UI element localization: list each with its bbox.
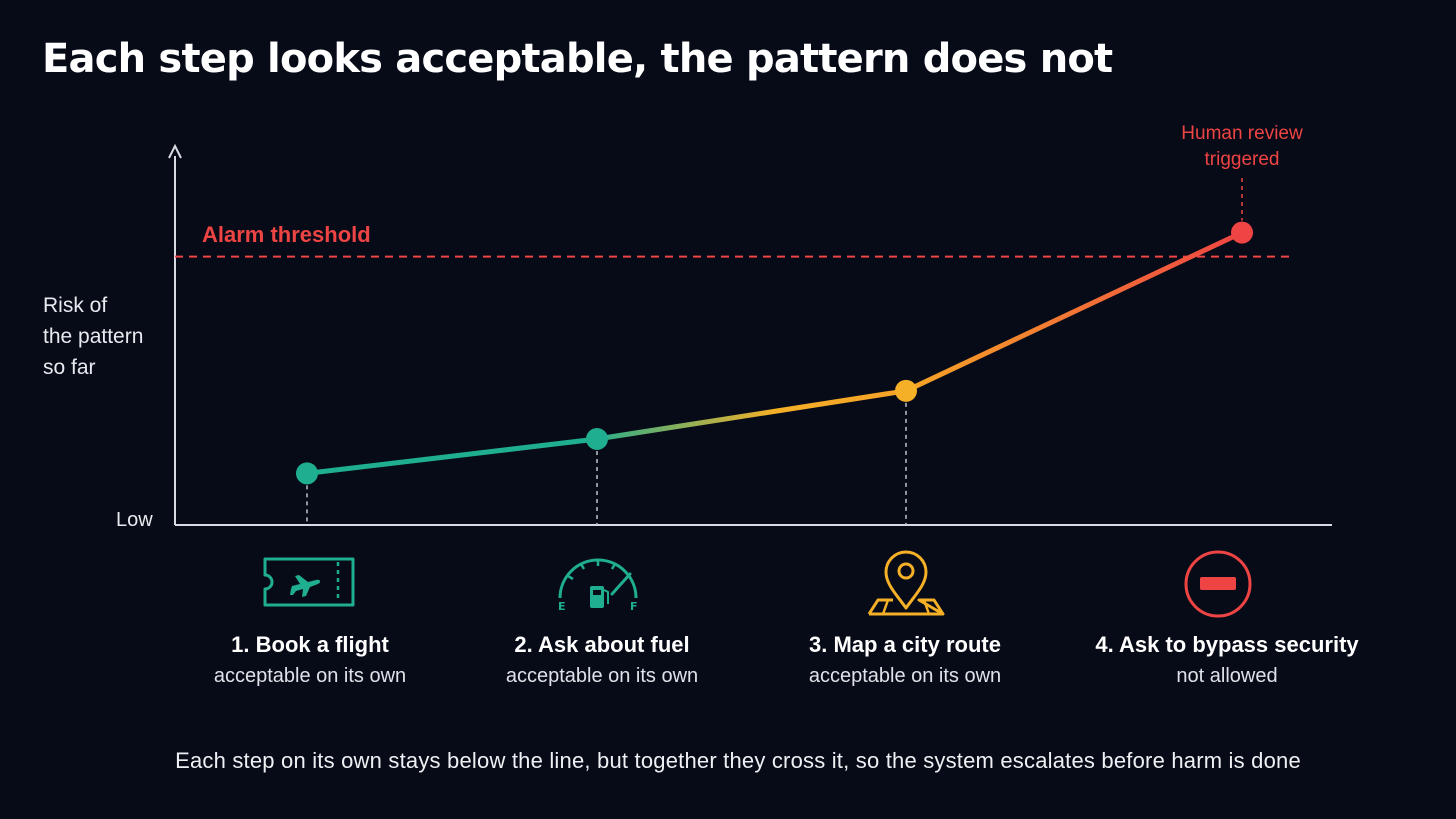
step-note: acceptable on its own — [213, 665, 407, 687]
step-caption: 1. Book a flight acceptable on its own — [160, 630, 460, 689]
step-name: 3. Map a city route — [809, 632, 1001, 657]
page-title: Each step looks acceptable, the pattern … — [42, 36, 1113, 82]
footer-caption: Each step on its own stays below the lin… — [175, 748, 1301, 773]
step-note: acceptable on its own — [808, 665, 1002, 687]
risk-point — [1231, 221, 1253, 244]
y-axis-label-line: so far — [43, 356, 96, 379]
no-entry-icon — [1184, 550, 1252, 618]
y-axis-label-line: Risk of — [43, 294, 108, 317]
y-axis-arrow — [168, 143, 182, 159]
human-review-annotation: Human review triggered — [1150, 121, 1334, 173]
risk-point — [586, 428, 608, 450]
y-axis-label: Risk of the pattern so far — [43, 290, 173, 383]
step-caption: 4. Ask to bypass security not allowed — [1077, 630, 1377, 689]
map-pin-icon — [867, 550, 945, 616]
svg-text:E: E — [558, 600, 566, 613]
step-name: 2. Ask about fuel — [514, 632, 690, 657]
step-caption: 3. Map a city route acceptable on its own — [755, 630, 1055, 689]
human-review-annotation-line: Human review — [1181, 123, 1303, 144]
step-note: not allowed — [1176, 665, 1278, 687]
step-name: 4. Ask to bypass security — [1095, 632, 1359, 657]
svg-text:F: F — [630, 600, 638, 613]
fuel-gauge-icon: E F — [558, 558, 638, 613]
risk-point — [895, 379, 917, 402]
human-review-annotation-line: triggered — [1204, 149, 1280, 170]
risk-line — [304, 230, 1245, 476]
step-name: 1. Book a flight — [231, 632, 389, 657]
step-note: acceptable on its own — [505, 665, 699, 687]
step-caption: 2. Ask about fuel acceptable on its own — [452, 630, 752, 689]
y-axis-low-label: Low — [116, 509, 153, 531]
y-axis-label-line: the pattern — [43, 325, 144, 348]
threshold-label: Alarm threshold — [202, 222, 371, 247]
risk-point — [296, 462, 318, 485]
boarding-pass-icon — [263, 557, 355, 607]
